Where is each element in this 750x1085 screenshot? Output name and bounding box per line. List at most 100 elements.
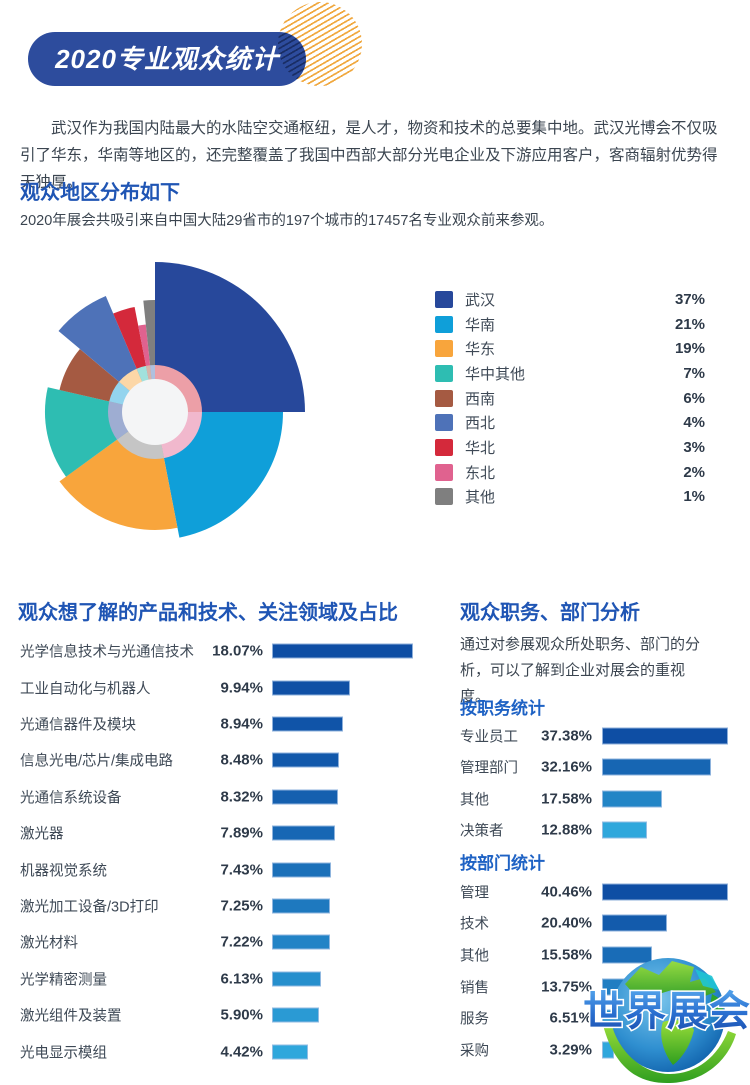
bar-category-label: 光电显示模组 [20, 1045, 107, 1062]
bar-row: 信息光电/芯片/集成电路 8.48% [20, 742, 440, 778]
bar-row: 管理部门 32.16% [460, 752, 740, 784]
bar-category-label: 光学精密测量 [20, 972, 107, 989]
bar-row: 激光加工设备/3D打印 7.25% [20, 888, 440, 924]
by-role-bar-chart: 专业员工 37.38% 管理部门 32.16% 其他 17.58% 决策者 12.88% [460, 720, 740, 848]
globe-land-teal [695, 969, 719, 990]
bar-value-label: 8.32% [220, 788, 263, 806]
bar-category-label: 光学信息技术与光通信技术 [20, 644, 194, 661]
legend-label: 华东 [465, 341, 496, 359]
rose-slice-武汉 [155, 262, 305, 412]
bar [602, 790, 663, 808]
globe-swoosh [603, 1022, 736, 1084]
bar-value-label: 15.58% [541, 946, 592, 964]
intro-paragraph: 武汉作为我国内陆最大的水陆空交通枢纽，是人才，物资和技术的总要集中地。武汉光博会… [20, 119, 718, 191]
legend-value: 3% [683, 438, 705, 456]
bar-value-label: 6.51% [549, 1009, 592, 1027]
bar-value-label: 12.88% [541, 821, 592, 839]
bar-value-label: 8.48% [220, 751, 263, 769]
bar-row: 管理 40.46% [460, 876, 740, 908]
bar-value-label: 5.90% [220, 1006, 263, 1024]
bar-value-label: 7.25% [220, 897, 263, 915]
legend-value: 21% [674, 315, 705, 333]
legend-item: 华南 21% [435, 312, 705, 337]
legend-label: 华南 [465, 316, 496, 334]
bar-value-label: 7.43% [220, 861, 263, 879]
bar-value-label: 20.40% [541, 914, 592, 932]
bar [602, 883, 728, 901]
bar [272, 862, 332, 878]
bar-category-label: 机器视觉系统 [20, 863, 107, 880]
legend-item: 华中其他 7% [435, 361, 705, 386]
bar-category-label: 管理 [460, 885, 489, 902]
bar-category-label: 技术 [460, 916, 489, 933]
by-dept-subtitle: 按部门统计 [460, 854, 545, 873]
bar-row: 光电显示模组 4.42% [20, 1033, 440, 1069]
bar-row: 专业员工 37.38% [460, 720, 740, 752]
legend-swatch [435, 488, 453, 506]
bar-value-label: 9.94% [220, 679, 263, 697]
legend-value: 19% [674, 340, 705, 358]
bar-row: 决策者 12.88% [460, 815, 740, 847]
bar [602, 946, 652, 964]
bar-value-label: 7.22% [220, 933, 263, 951]
legend-item: 武汉 37% [435, 287, 705, 312]
bar-value-label: 3.29% [549, 1041, 592, 1059]
bar [602, 914, 667, 932]
bar-category-label: 工业自动化与机器人 [20, 681, 151, 698]
bar-value-label: 32.16% [541, 758, 592, 776]
bar-row: 激光器 7.89% [20, 815, 440, 851]
bar-value-label: 17.58% [541, 790, 592, 808]
bar-value-label: 13.75% [541, 978, 592, 996]
legend-label: 华北 [465, 439, 496, 457]
legend-swatch [435, 463, 453, 481]
bar-value-label: 7.89% [220, 824, 263, 842]
bar [272, 716, 343, 732]
legend-value: 1% [683, 488, 705, 506]
bar-row: 技术 20.40% [460, 908, 740, 940]
rose-center-hole [122, 379, 188, 445]
legend-swatch [435, 438, 453, 456]
page-title: 2020专业观众统计 [55, 44, 279, 74]
legend-value: 2% [683, 463, 705, 481]
bar-row: 机器视觉系统 7.43% [20, 851, 440, 887]
bar [272, 934, 330, 950]
audience-section-description: 通过对参展观众所处职务、部门的分析，可以了解到企业对展会的重视度。 [460, 636, 701, 705]
globe-north-land [625, 961, 716, 1000]
bar-row: 工业自动化与机器人 9.94% [20, 669, 440, 705]
legend-item: 其他 1% [435, 485, 705, 510]
bar [272, 680, 351, 696]
by-role-subtitle: 按职务统计 [460, 699, 545, 718]
bar-category-label: 激光组件及装置 [20, 1008, 122, 1025]
bar-category-label: 激光器 [20, 826, 64, 843]
legend-label: 武汉 [465, 291, 496, 309]
globe-land-right [710, 994, 725, 1015]
products-bar-chart: 光学信息技术与光通信技术 18.07% 工业自动化与机器人 9.94% 光通信器件及模块… [20, 633, 440, 1071]
bar-value-label: 8.94% [220, 715, 263, 733]
bar [602, 758, 711, 776]
bar-value-label: 4.42% [220, 1043, 263, 1061]
bar-category-label: 其他 [460, 948, 489, 965]
bar-category-label: 采购 [460, 1043, 489, 1060]
bar [272, 1044, 308, 1060]
bar-category-label: 专业员工 [460, 729, 518, 746]
bar-category-label: 激光加工设备/3D打印 [20, 899, 159, 916]
legend-swatch [435, 364, 453, 382]
legend-label: 华中其他 [465, 365, 526, 383]
legend-value: 7% [683, 364, 705, 382]
bar-category-label: 管理部门 [460, 760, 518, 777]
region-section-title: 观众地区分布如下 [20, 182, 180, 204]
bar-row: 激光材料 7.22% [20, 924, 440, 960]
legend-item: 东北 2% [435, 460, 705, 485]
legend-item: 西北 4% [435, 410, 705, 435]
legend-swatch [435, 340, 453, 358]
bar [272, 752, 340, 768]
header-banner: 2020专业观众统计 [28, 32, 306, 86]
legend-label: 其他 [465, 489, 496, 507]
bar-row: 光通信系统设备 8.32% [20, 779, 440, 815]
region-section-description: 2020年展会共吸引来自中国大陆29省市的197个城市的17457名专业观众前来… [20, 213, 554, 229]
legend-item: 华东 19% [435, 336, 705, 361]
bar-row: 光学精密测量 6.13% [20, 961, 440, 997]
bar [272, 971, 322, 987]
bar-category-label: 光通信系统设备 [20, 790, 122, 807]
legend-swatch [435, 290, 453, 308]
